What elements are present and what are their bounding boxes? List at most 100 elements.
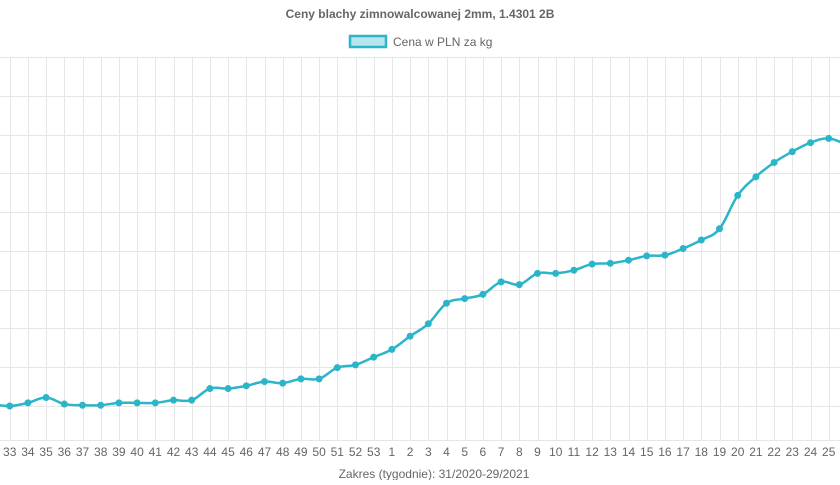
x-tick-label: 20	[731, 445, 745, 459]
x-tick-label: 36	[58, 445, 72, 459]
data-point[interactable]	[497, 278, 505, 286]
data-point[interactable]	[279, 379, 287, 387]
x-tick-label: 14	[622, 445, 636, 459]
data-point[interactable]	[443, 299, 450, 307]
legend[interactable]: Cena w PLN za kg	[348, 34, 492, 49]
data-point[interactable]	[479, 290, 487, 298]
data-point[interactable]	[242, 382, 250, 390]
data-point[interactable]	[807, 139, 814, 147]
data-point[interactable]	[151, 399, 159, 407]
x-tick-label: 44	[203, 445, 217, 459]
data-point[interactable]	[588, 260, 596, 268]
data-point[interactable]	[370, 353, 378, 361]
data-point[interactable]	[461, 295, 469, 303]
data-point[interactable]	[625, 256, 632, 264]
data-point[interactable]	[534, 269, 541, 277]
x-tick-label: 38	[94, 445, 108, 459]
x-tick-label: 1	[389, 445, 396, 459]
data-point[interactable]	[133, 399, 141, 407]
data-point[interactable]	[188, 396, 196, 404]
data-point[interactable]	[643, 252, 651, 260]
x-tick-label: 10	[549, 445, 563, 459]
data-point[interactable]	[97, 401, 105, 409]
data-point[interactable]	[825, 134, 833, 142]
x-tick-label: 33	[3, 445, 17, 459]
x-tick-label: 8	[516, 445, 523, 459]
data-point[interactable]	[24, 399, 32, 407]
x-tick-labels: 33 34 35 36 37 38 39 40 41 42 43 44 45 46 47 48 49 50 51 52…	[3, 445, 836, 459]
chart-title: Ceny blachy zimnowalcowanej 2mm, 1.4301 …	[286, 7, 555, 21]
x-tick-label: 4	[443, 445, 450, 459]
x-tick-label: 9	[534, 445, 541, 459]
x-tick-label: 16	[658, 445, 672, 459]
x-tick-label: 49	[294, 445, 308, 459]
x-tick-label: 22	[767, 445, 781, 459]
data-point[interactable]	[261, 378, 268, 386]
grid	[0, 57, 840, 441]
data-point[interactable]	[406, 332, 414, 340]
x-tick-label: 50	[312, 445, 326, 459]
x-tick-label: 11	[568, 445, 581, 459]
data-point[interactable]	[515, 281, 523, 289]
x-tick-label: 6	[480, 445, 487, 459]
x-tick-label: 53	[367, 445, 381, 459]
data-point[interactable]	[206, 385, 214, 393]
x-tick-label: 5	[461, 445, 468, 459]
x-tick-label: 19	[713, 445, 727, 459]
data-point[interactable]	[734, 191, 742, 199]
data-point[interactable]	[606, 259, 614, 267]
legend-label[interactable]: Cena w PLN za kg	[393, 35, 492, 49]
x-tick-label: 7	[498, 445, 505, 459]
x-tick-label: 47	[258, 445, 272, 459]
data-point[interactable]	[297, 375, 305, 383]
data-point[interactable]	[79, 401, 86, 409]
data-point[interactable]	[333, 364, 341, 372]
x-axis-label: Zakres (tygodnie): 31/2020-29/2021	[339, 467, 530, 480]
x-tick-label: 13	[604, 445, 618, 459]
x-tick-label: 40	[130, 445, 144, 459]
data-point[interactable]	[115, 399, 123, 407]
x-tick-label: 51	[331, 445, 345, 459]
x-tick-label: 25	[822, 445, 836, 459]
x-tick-label: 12	[585, 445, 599, 459]
data-point[interactable]	[388, 345, 396, 353]
data-point[interactable]	[42, 393, 50, 401]
x-tick-label: 48	[276, 445, 290, 459]
x-tick-label: 52	[349, 445, 363, 459]
x-tick-label: 43	[185, 445, 199, 459]
data-point[interactable]	[352, 361, 359, 369]
data-point[interactable]	[6, 402, 14, 410]
legend-swatch[interactable]	[348, 34, 388, 49]
data-point[interactable]	[788, 148, 796, 156]
data-point[interactable]	[716, 225, 723, 233]
data-point[interactable]	[170, 396, 177, 404]
x-tick-label: 23	[786, 445, 800, 459]
data-point[interactable]	[424, 320, 432, 328]
x-tick-label: 42	[167, 445, 181, 459]
x-tick-label: 41	[149, 445, 163, 459]
x-tick-label: 18	[695, 445, 709, 459]
x-tick-label: 37	[76, 445, 90, 459]
data-points	[6, 134, 833, 410]
data-point[interactable]	[679, 245, 687, 253]
x-tick-label: 34	[21, 445, 35, 459]
data-point[interactable]	[224, 385, 232, 393]
x-tick-label: 15	[640, 445, 654, 459]
data-point[interactable]	[770, 158, 778, 166]
data-point[interactable]	[60, 400, 68, 408]
x-tick-label: 45	[221, 445, 235, 459]
data-point[interactable]	[697, 236, 705, 244]
data-point[interactable]	[570, 266, 578, 274]
x-tick-label: 46	[240, 445, 254, 459]
data-point[interactable]	[315, 375, 323, 383]
x-tick-label: 17	[676, 445, 690, 459]
x-tick-label: 35	[39, 445, 53, 459]
x-tick-label: 3	[425, 445, 432, 459]
x-tick-label: 39	[112, 445, 126, 459]
x-tick-label: 21	[749, 445, 763, 459]
data-point[interactable]	[752, 173, 760, 181]
series-line	[0, 137, 840, 408]
data-point[interactable]	[661, 251, 669, 259]
data-point[interactable]	[552, 269, 560, 277]
